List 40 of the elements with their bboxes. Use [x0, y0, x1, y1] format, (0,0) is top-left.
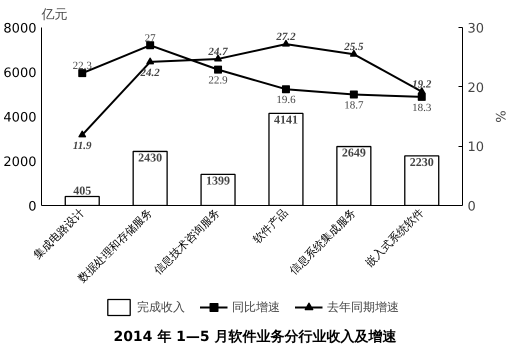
y2-tick-label: 0 — [468, 200, 476, 214]
y2-tick-label: 30 — [468, 22, 484, 36]
x-tick-label: 嵌入式系统软件 — [362, 206, 426, 270]
legend-label: 同比增速 — [232, 298, 280, 316]
y2-tick-label: 10 — [468, 140, 484, 156]
y2-tick-label: 20 — [468, 80, 484, 96]
data-label: 22.3 — [72, 60, 92, 72]
data-label: 1399 — [206, 173, 230, 188]
data-label: 22.9 — [208, 74, 228, 87]
y2-axis-title: % — [492, 110, 508, 123]
y-tick-label: 2000 — [3, 155, 37, 170]
legend-label: 完成收入 — [137, 298, 185, 316]
legend-label: 去年同期增速 — [327, 298, 399, 316]
y-tick-label: 8000 — [3, 22, 37, 36]
text: 2014 年 1—5 月软件业务分行业收入及增速 — [113, 328, 397, 347]
data-label: 405 — [73, 183, 92, 198]
data-label: 11.9 — [72, 140, 92, 152]
point — [282, 85, 290, 94]
data-label: 27.2 — [275, 31, 296, 44]
data-label: 18.3 — [412, 102, 432, 114]
point — [214, 66, 222, 74]
data-label: 2649 — [342, 146, 366, 160]
data-label: 18.7 — [344, 100, 364, 112]
data-label: 19.6 — [276, 94, 296, 106]
data-label: 19.2 — [412, 78, 432, 91]
point — [146, 57, 154, 64]
point — [78, 69, 86, 78]
x-tick-label: 信息技术咨询服务 — [151, 206, 223, 278]
point — [78, 130, 86, 138]
data-label: 2230 — [410, 154, 434, 169]
data-label: 2430 — [138, 150, 162, 164]
y-tick-label: 6000 — [3, 66, 37, 81]
y-tick-label: 4000 — [3, 110, 37, 126]
point — [350, 90, 358, 99]
data-label: 4141 — [274, 112, 298, 126]
data-label: 24.7 — [207, 46, 228, 58]
data-label: 24.2 — [140, 66, 160, 79]
y-tick-label: 0 — [28, 200, 37, 214]
y-axis-title: 亿元 — [40, 8, 68, 22]
data-label: 25.5 — [343, 41, 364, 54]
